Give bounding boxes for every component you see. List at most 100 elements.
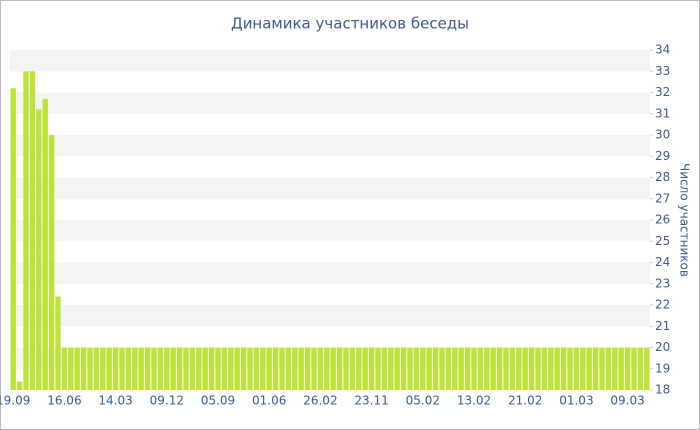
bar	[87, 347, 93, 390]
bar	[10, 88, 16, 390]
bar	[93, 347, 100, 390]
bar	[215, 347, 221, 390]
bar	[221, 347, 228, 390]
bar	[631, 347, 637, 390]
bar	[522, 347, 528, 390]
bar	[535, 347, 541, 390]
bar	[624, 347, 631, 390]
grid-band	[10, 50, 650, 72]
bar	[484, 347, 490, 390]
bar	[548, 347, 554, 390]
bar	[567, 347, 573, 390]
bar	[452, 347, 458, 390]
bar	[170, 347, 176, 390]
x-tick-label: 05.02	[406, 394, 440, 408]
bar	[55, 296, 61, 390]
x-tick-label: 23.11	[354, 394, 388, 408]
grid-band	[10, 220, 650, 242]
y-tick-label: 32	[655, 85, 670, 99]
bar	[541, 347, 548, 390]
bar	[477, 347, 484, 390]
bar	[119, 347, 125, 390]
bar	[445, 347, 452, 390]
bar	[324, 347, 330, 390]
bar	[292, 347, 298, 390]
bar	[157, 347, 164, 390]
bar	[298, 347, 304, 390]
bar	[74, 347, 80, 390]
y-tick-label: 20	[655, 340, 670, 354]
bar	[464, 347, 471, 390]
x-tick-label: 09.03	[610, 394, 644, 408]
bar	[644, 347, 650, 390]
bar	[42, 98, 48, 390]
bar	[516, 347, 522, 390]
bar	[554, 347, 560, 390]
bar	[458, 347, 464, 390]
bar	[80, 347, 87, 390]
bar	[336, 347, 343, 390]
bar	[471, 347, 477, 390]
bar	[420, 347, 426, 390]
x-tick-label: 14.03	[98, 394, 132, 408]
bar	[272, 347, 279, 390]
bar	[381, 347, 388, 390]
bar	[496, 347, 503, 390]
bar	[176, 347, 183, 390]
bar	[637, 347, 644, 390]
bar	[260, 347, 266, 390]
bar	[68, 347, 74, 390]
bar	[16, 381, 23, 390]
bar	[509, 347, 516, 390]
grid-band	[10, 305, 650, 327]
bar	[439, 347, 445, 390]
bar	[432, 347, 439, 390]
bar	[612, 347, 618, 390]
bar	[362, 347, 368, 390]
y-tick-label: 33	[655, 64, 670, 78]
y-tick-label: 18	[655, 383, 670, 397]
bar	[618, 347, 624, 390]
bar	[189, 347, 196, 390]
bar	[573, 347, 580, 390]
x-tick-label: 01.06	[252, 394, 286, 408]
bar	[407, 347, 413, 390]
bar	[132, 347, 138, 390]
grid-band	[10, 262, 650, 284]
y-tick-label: 19	[655, 361, 670, 375]
bar	[311, 347, 317, 390]
bar	[304, 347, 311, 390]
bar	[580, 347, 586, 390]
bar	[234, 347, 240, 390]
grid-band	[10, 347, 650, 369]
y-tick-label: 34	[655, 43, 670, 57]
y-tick-label: 22	[655, 298, 670, 312]
bar	[400, 347, 407, 390]
bar	[48, 135, 55, 390]
bar	[144, 347, 151, 390]
bar	[349, 347, 356, 390]
bar	[253, 347, 260, 390]
bar	[356, 347, 362, 390]
bar	[183, 347, 189, 390]
bar	[368, 347, 375, 390]
bar	[503, 347, 509, 390]
y-tick-label: 29	[655, 149, 670, 163]
x-tick-label: 01.03	[559, 394, 593, 408]
bar	[151, 347, 157, 390]
bar	[138, 347, 144, 390]
y-tick-label: 23	[655, 276, 670, 290]
bar	[426, 347, 432, 390]
y-tick-label: 24	[655, 255, 670, 269]
x-tick-label: 13.02	[457, 394, 491, 408]
bar	[343, 347, 349, 390]
x-tick-label: 05.09	[201, 394, 235, 408]
bar	[240, 347, 247, 390]
bar	[36, 109, 42, 390]
bar	[586, 347, 592, 390]
y-axis-label: Число участников	[678, 163, 692, 277]
x-tick-label: 19.09	[0, 394, 30, 408]
bar	[208, 347, 215, 390]
bar	[125, 347, 132, 390]
bar	[413, 347, 420, 390]
